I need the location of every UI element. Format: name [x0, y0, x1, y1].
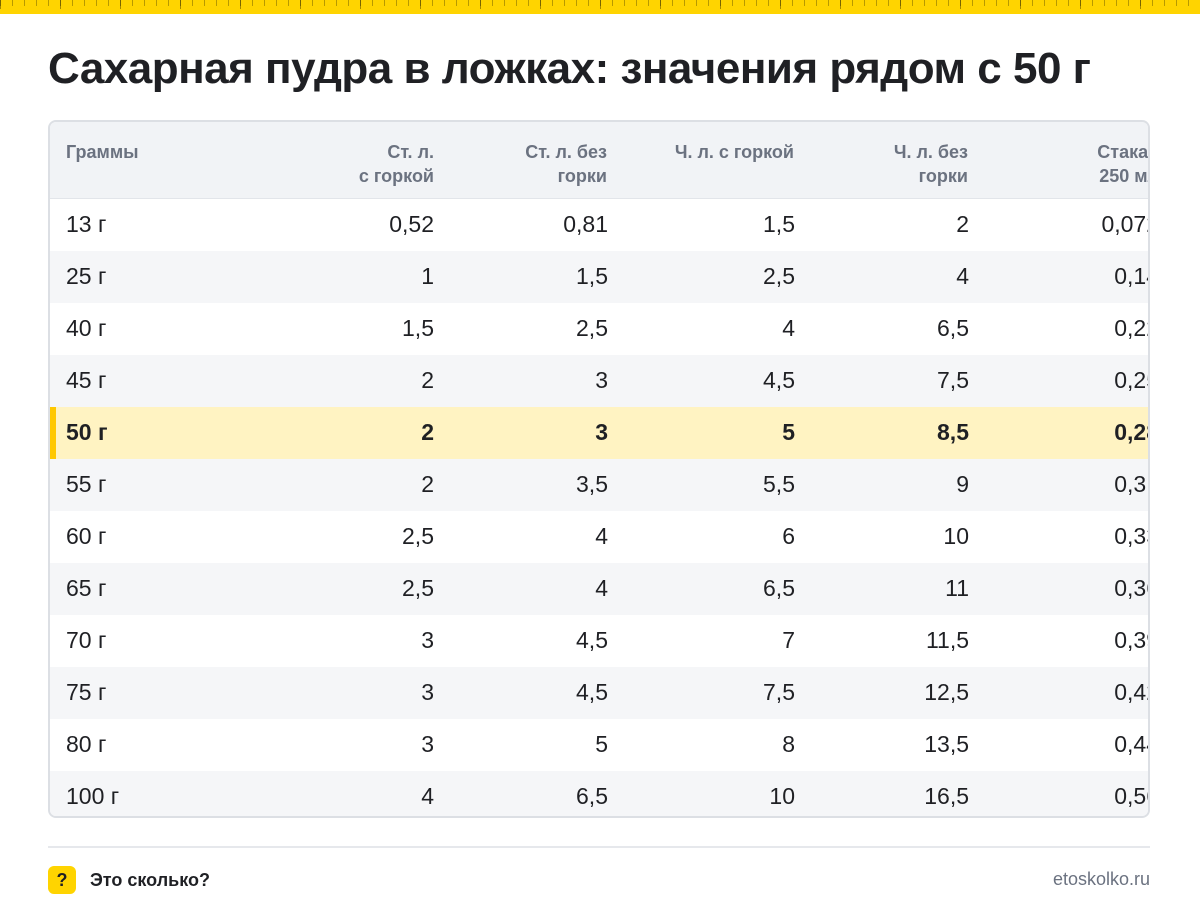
cell-tsp-heaped: 4,5	[763, 367, 795, 393]
table-row: 13 г 0,52 0,81 1,5 2 0,072	[50, 198, 1148, 251]
cell-tbsp-level: 6,5	[576, 783, 608, 809]
cell-glass: 0,14	[1114, 263, 1148, 289]
cell-glass: 0,33	[1114, 523, 1148, 549]
question-badge-icon: ?	[48, 866, 76, 894]
cell-grams: 75 г	[66, 679, 107, 705]
cell-grams: 50 г	[50, 407, 307, 459]
cell-glass: 0,22	[1114, 315, 1148, 341]
cell-glass: 0,44	[1114, 731, 1148, 757]
cell-tsp-heaped: 7	[782, 627, 795, 653]
cell-tbsp-heaped: 3	[421, 627, 434, 653]
cell-tbsp-heaped: 4	[421, 783, 434, 809]
cell-glass: 0,31	[1114, 471, 1148, 497]
cell-tsp-level: 8,5	[937, 419, 969, 445]
cell-tbsp-heaped: 1	[421, 263, 434, 289]
cell-tsp-heaped: 10	[769, 783, 795, 809]
cell-grams: 45 г	[66, 367, 107, 393]
cell-tbsp-heaped: 1,5	[402, 315, 434, 341]
cell-tbsp-heaped: 3	[421, 731, 434, 757]
cell-tsp-heaped: 4	[782, 315, 795, 341]
page-title: Сахарная пудра в ложках: значения рядом …	[48, 44, 1091, 93]
cell-tbsp-level: 3,5	[576, 471, 608, 497]
cell-grams: 70 г	[66, 627, 107, 653]
cell-tsp-heaped: 7,5	[763, 679, 795, 705]
table-row: 100 г 4 6,5 10 16,5 0,56	[50, 770, 1148, 816]
table-row: 40 г 1,5 2,5 4 6,5 0,22	[50, 302, 1148, 355]
cell-tbsp-level: 5	[595, 731, 608, 757]
col-header-tbsp-heaped: Ст. л. с горкой	[358, 142, 434, 186]
table-row: 60 г 2,5 4 6 10 0,33	[50, 510, 1148, 563]
table-row: 75 г 3 4,5 7,5 12,5 0,42	[50, 666, 1148, 719]
cell-glass: 0,25	[1114, 367, 1148, 393]
cell-grams: 40 г	[66, 315, 107, 341]
cell-tsp-heaped: 5,5	[763, 471, 795, 497]
cell-tsp-heaped: 8	[782, 731, 795, 757]
cell-tsp-level: 12,5	[924, 679, 969, 705]
cell-tbsp-level: 4,5	[576, 679, 608, 705]
cell-tbsp-heaped: 2,5	[402, 575, 434, 601]
cell-tsp-level: 9	[956, 471, 969, 497]
cell-tsp-heaped: 5	[782, 419, 795, 445]
cell-grams: 65 г	[66, 575, 107, 601]
cell-tsp-level: 6,5	[937, 315, 969, 341]
table-header-row: Граммы Ст. л. с горкой Ст. л. без горки …	[50, 122, 1149, 198]
col-header-glass: Стакан 250 мл	[1097, 142, 1149, 186]
table-row: 65 г 2,5 4 6,5 11 0,36	[50, 562, 1148, 615]
cell-tsp-level: 16,5	[924, 783, 969, 809]
cell-tbsp-level: 4,5	[576, 627, 608, 653]
cell-grams: 60 г	[66, 523, 107, 549]
conversion-table: Граммы Ст. л. с горкой Ст. л. без горки …	[48, 120, 1150, 818]
site-url: etoskolko.ru	[1052, 869, 1150, 889]
cell-tsp-level: 10	[943, 523, 969, 549]
brand-name: Это сколько?	[90, 869, 210, 890]
cell-tbsp-heaped: 2	[421, 471, 434, 497]
cell-tsp-heaped: 6	[782, 523, 795, 549]
cell-tbsp-heaped: 2	[421, 419, 434, 445]
cell-tsp-level: 11,5	[925, 627, 969, 653]
table-row: 80 г 3 5 8 13,5 0,44	[50, 718, 1148, 771]
cell-tbsp-heaped: 2	[421, 367, 434, 393]
footer-brand: ? Это сколько?	[48, 866, 210, 894]
cell-grams: 100 г	[66, 783, 120, 809]
cell-tbsp-heaped: 0,52	[389, 211, 434, 237]
cell-glass: 0,36	[1114, 575, 1148, 601]
col-header-tbsp-level: Ст. л. без горки	[525, 142, 607, 186]
cell-tsp-heaped: 2,5	[763, 263, 795, 289]
table-row: 25 г 1 1,5 2,5 4 0,14	[50, 250, 1148, 303]
cell-tbsp-level: 3	[595, 367, 608, 393]
cell-tbsp-heaped: 3	[421, 679, 434, 705]
cell-glass: 0,072	[1101, 211, 1148, 237]
table-row: 70 г 3 4,5 7 11,5 0,39	[50, 614, 1148, 667]
cell-tbsp-level: 4	[595, 575, 608, 601]
cell-glass: 0,39	[1114, 627, 1148, 653]
cell-glass: 0,56	[1114, 783, 1148, 809]
cell-tsp-level: 13,5	[924, 731, 969, 757]
cell-tbsp-heaped: 2,5	[402, 523, 434, 549]
cell-tsp-heaped: 6,5	[763, 575, 795, 601]
cell-tbsp-level: 4	[595, 523, 608, 549]
cell-grams: 25 г	[66, 263, 107, 289]
cell-tsp-level: 11	[945, 575, 969, 601]
cell-grams: 80 г	[66, 731, 107, 757]
col-header-tsp-heaped: Ч. л. с горкой	[674, 142, 794, 162]
cell-grams: 13 г	[66, 211, 107, 237]
table-row-highlighted: 50 г 2 3 5 8,5 0,28	[50, 406, 1148, 459]
cell-tbsp-level: 2,5	[576, 315, 608, 341]
cell-grams: 55 г	[66, 471, 107, 497]
cell-tsp-heaped: 1,5	[763, 211, 795, 237]
table-row: 55 г 2 3,5 5,5 9 0,31	[50, 458, 1148, 511]
cell-glass: 0,28	[1114, 419, 1148, 445]
col-header-tsp-level: Ч. л. без горки	[893, 142, 968, 186]
cell-tbsp-level: 0,81	[563, 211, 608, 237]
footer-divider	[48, 846, 1150, 848]
cell-tbsp-level: 3	[595, 419, 608, 445]
ruler-stripe	[0, 0, 1200, 14]
cell-tsp-level: 7,5	[937, 367, 969, 393]
cell-tbsp-level: 1,5	[576, 263, 608, 289]
cell-glass: 0,42	[1114, 679, 1148, 705]
cell-tsp-level: 2	[956, 211, 969, 237]
cell-tsp-level: 4	[956, 263, 969, 289]
col-header-grams: Граммы	[66, 142, 139, 162]
table-row: 45 г 2 3 4,5 7,5 0,25	[50, 354, 1148, 407]
